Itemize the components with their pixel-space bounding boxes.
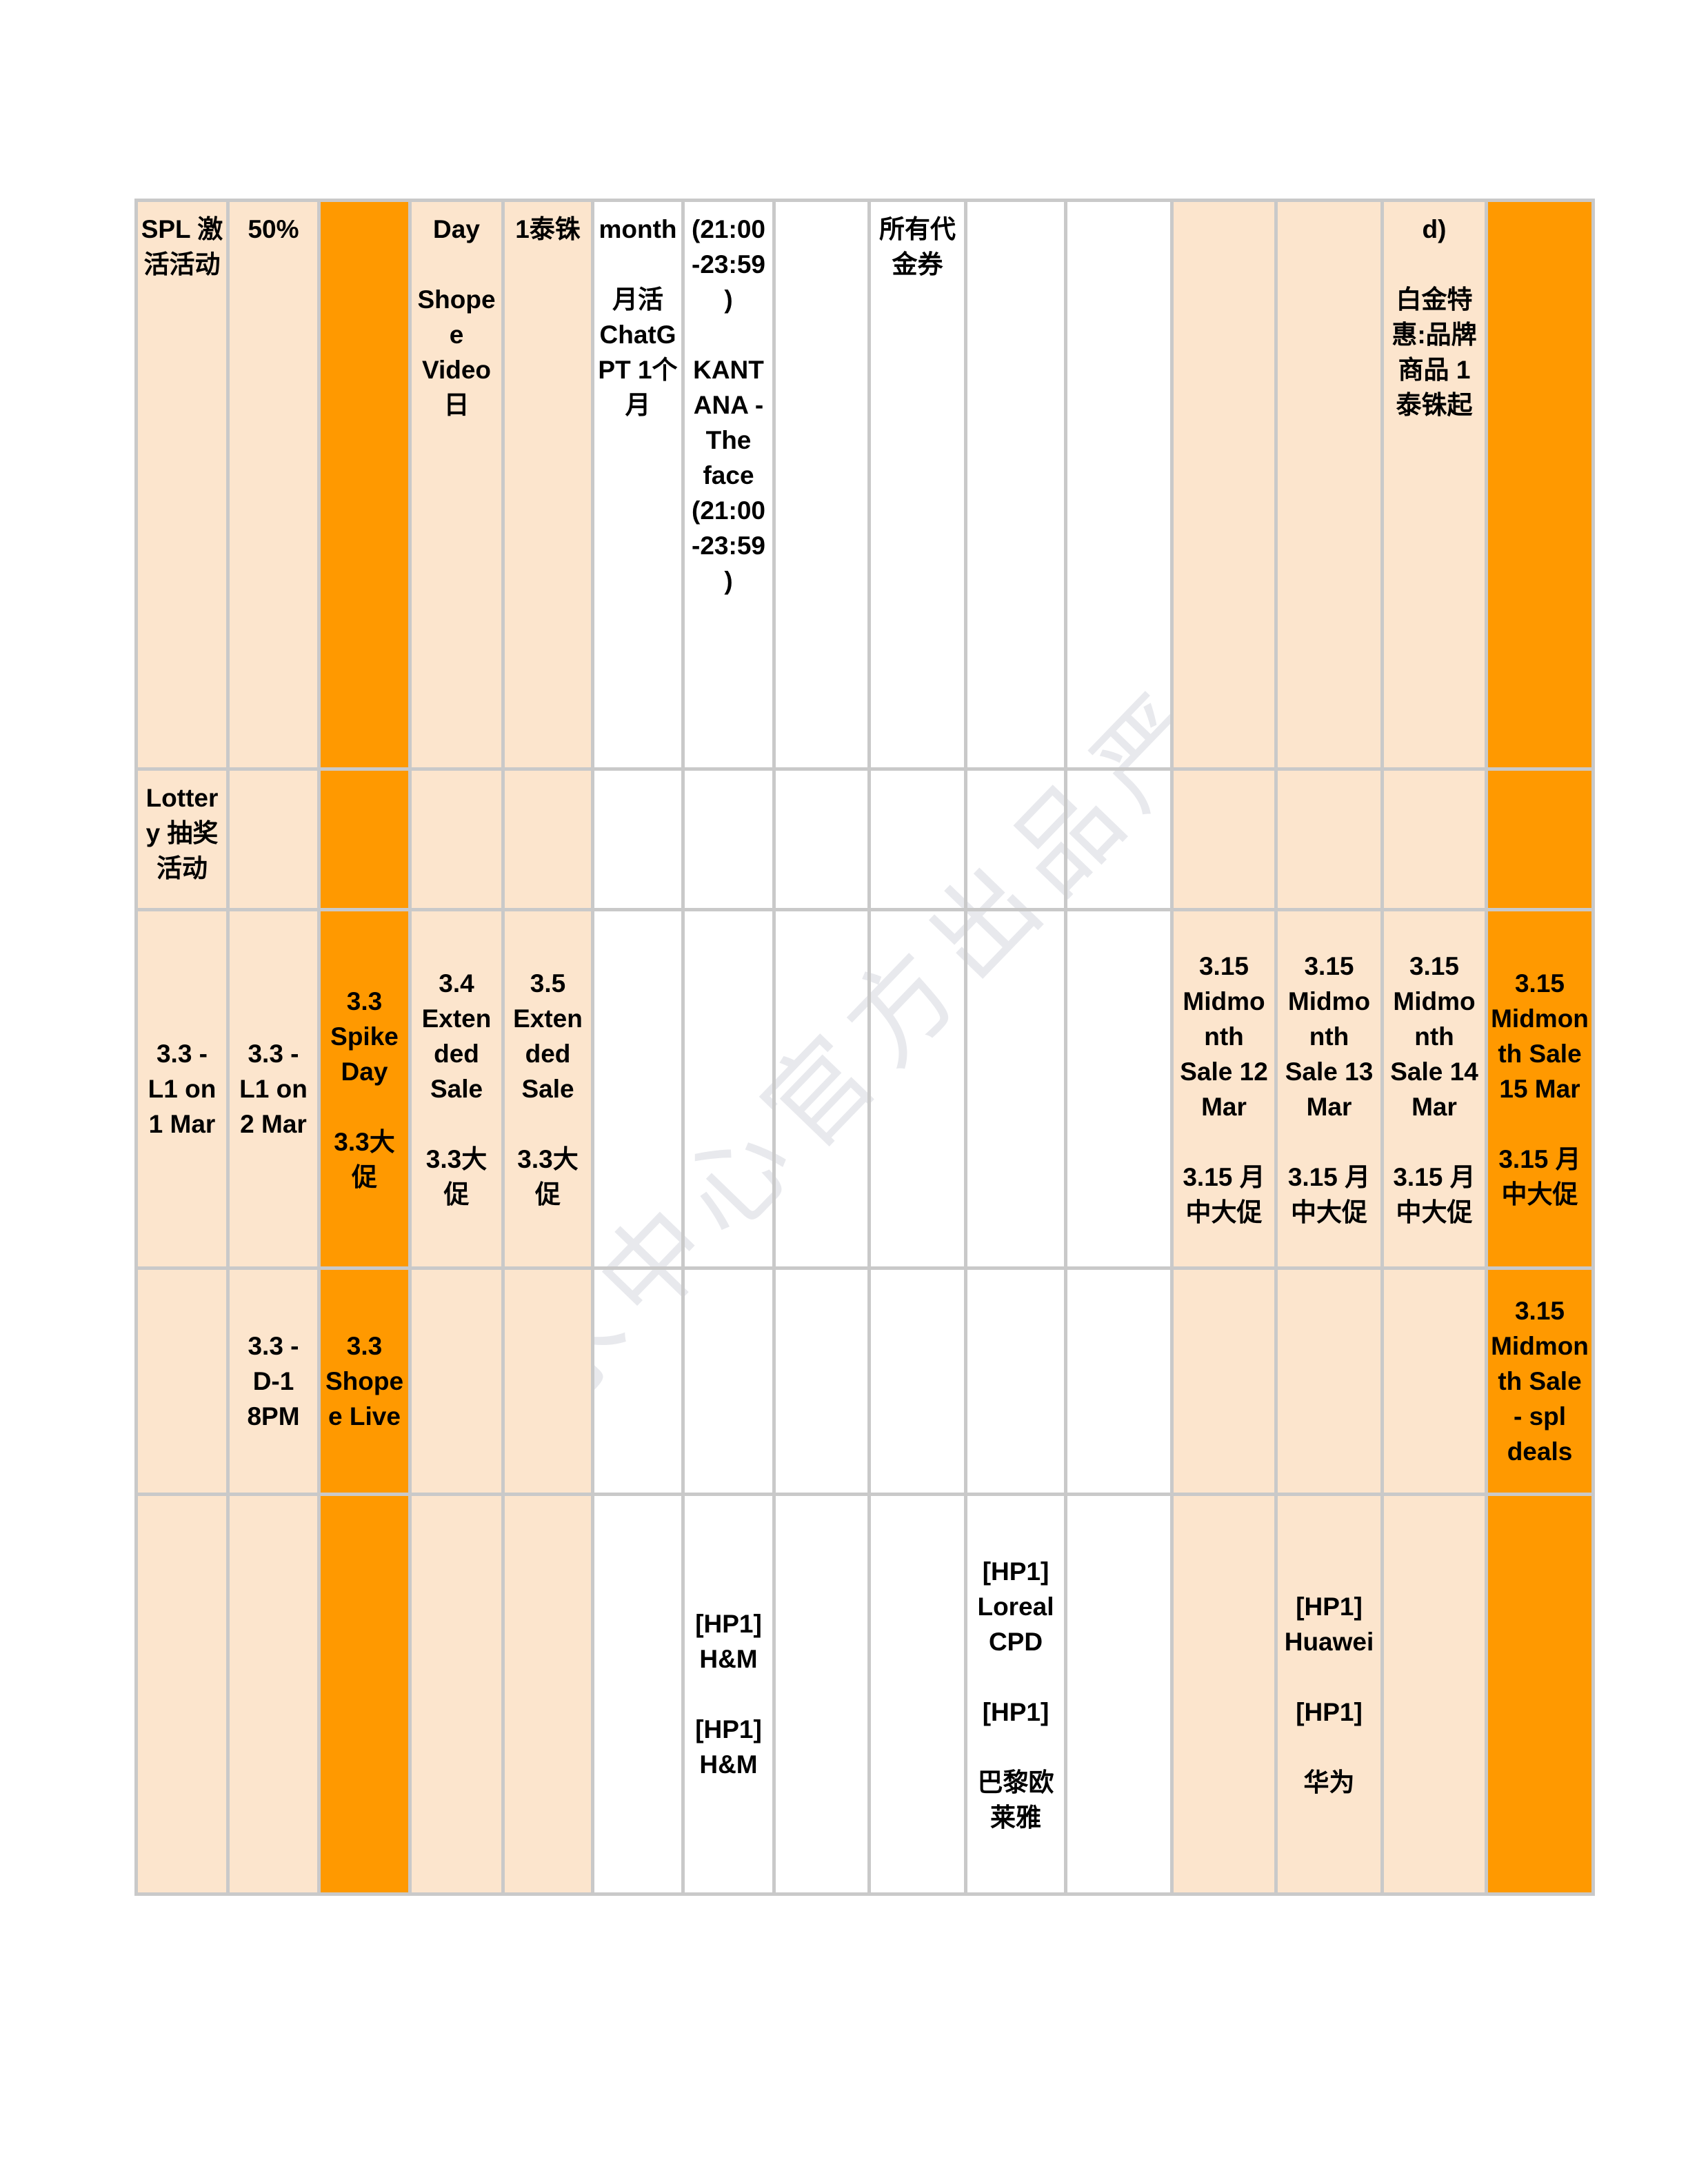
table-row-2: Lottery 抽奖活动 <box>134 767 1595 911</box>
table-cell-r4-c4 <box>408 1266 505 1496</box>
table-cell-r3-c4: 3.4 Extended Sale 3.3大促 <box>408 908 505 1270</box>
table-cell-r3-c8 <box>772 908 871 1270</box>
table-cell-r3-c2: 3.3 - L1 on 2 Mar <box>226 908 321 1270</box>
table-cell-r4-c14 <box>1380 1266 1488 1496</box>
table-cell-r2-c6 <box>591 767 685 911</box>
table-cell-r1-c9: 所有代金券 <box>867 199 967 771</box>
table-body: SPL 激活活动 50% Day Shopee Video 日 1泰铢 month 月活… <box>134 199 1595 1896</box>
table-cell-r5-c2 <box>226 1493 321 1896</box>
table-cell-r4-c11 <box>1064 1266 1174 1496</box>
table-row-3: 3.3 - L1 on 1 Mar 3.3 - L1 on 2 Mar 3.3 Sp… <box>134 908 1595 1270</box>
table-cell-r2-c12 <box>1170 767 1278 911</box>
table-cell-r4-c9 <box>867 1266 967 1496</box>
table-cell-r5-c3 <box>317 1493 412 1896</box>
table-cell-r2-c1: Lottery 抽奖活动 <box>134 767 230 911</box>
table-cell-r1-c12 <box>1170 199 1278 771</box>
table-cell-r5-c13: [HP1] Huawei [HP1] 华为 <box>1274 1493 1384 1896</box>
table-cell-r5-c10: [HP1] Loreal CPD [HP1] 巴黎欧莱雅 <box>964 1493 1067 1896</box>
table-cell-r1-c13 <box>1274 199 1384 771</box>
table-cell-r3-c11 <box>1064 908 1174 1270</box>
table-cell-r5-c14 <box>1380 1493 1488 1896</box>
table-cell-r4-c8 <box>772 1266 871 1496</box>
table-cell-r5-c5 <box>501 1493 594 1896</box>
table-cell-r1-c11 <box>1064 199 1174 771</box>
table-cell-r2-c10 <box>964 767 1067 911</box>
table-cell-r1-c15 <box>1485 199 1595 771</box>
table-cell-r2-c11 <box>1064 767 1174 911</box>
table-cell-r5-c7: [HP1] H&M [HP1] H&M <box>681 1493 776 1896</box>
table-cell-r1-c7: (21:00-23:59 ) KANTANA - The face (21:00… <box>681 199 776 771</box>
table-cell-r1-c8 <box>772 199 871 771</box>
table-cell-r5-c4 <box>408 1493 505 1896</box>
table-cell-r1-c1: SPL 激活活动 <box>134 199 230 771</box>
table-cell-r3-c9 <box>867 908 967 1270</box>
table-cell-r2-c15 <box>1485 767 1595 911</box>
table-cell-r5-c6 <box>591 1493 685 1896</box>
table-cell-r3-c5: 3.5 Extended Sale 3.3大促 <box>501 908 594 1270</box>
table-cell-r5-c1 <box>134 1493 230 1896</box>
table-cell-r2-c5 <box>501 767 594 911</box>
table-cell-r1-c10 <box>964 199 1067 771</box>
table-cell-r4-c5 <box>501 1266 594 1496</box>
table-cell-r4-c10 <box>964 1266 1067 1496</box>
table-cell-r1-c6: month 月活 ChatGPT 1个月 <box>591 199 685 771</box>
table-cell-r3-c3: 3.3 Spike Day 3.3大促 <box>317 908 412 1270</box>
table-cell-r3-c14: 3.15 Midmonth Sale 14 Mar 3.15 月中大促 <box>1380 908 1488 1270</box>
table-cell-r3-c1: 3.3 - L1 on 1 Mar <box>134 908 230 1270</box>
table-cell-r5-c15 <box>1485 1493 1595 1896</box>
table-cell-r2-c4 <box>408 767 505 911</box>
table-cell-r3-c15: 3.15 Midmonth Sale 15 Mar 3.15 月中大促 <box>1485 908 1595 1270</box>
table-cell-r2-c13 <box>1274 767 1384 911</box>
table-cell-r2-c2 <box>226 767 321 911</box>
table-cell-r4-c7 <box>681 1266 776 1496</box>
table-cell-r3-c10 <box>964 908 1067 1270</box>
table-cell-r2-c7 <box>681 767 776 911</box>
table-cell-r1-c2: 50% <box>226 199 321 771</box>
table-cell-r4-c3: 3.3 Shopee Live <box>317 1266 412 1496</box>
table-cell-r4-c2: 3.3 - D-1 8PM <box>226 1266 321 1496</box>
promo-schedule-table: SPL 激活活动 50% Day Shopee Video 日 1泰铢 month 月活… <box>134 199 1595 1896</box>
table-cell-r2-c8 <box>772 767 871 911</box>
table-cell-r5-c11 <box>1064 1493 1174 1896</box>
table-cell-r4-c6 <box>591 1266 685 1496</box>
table-cell-r3-c13: 3.15 Midmonth Sale 13 Mar 3.15 月中大促 <box>1274 908 1384 1270</box>
table-cell-r3-c12: 3.15 Midmonth Sale 12 Mar 3.15 月中大促 <box>1170 908 1278 1270</box>
table-row-4: 3.3 - D-1 8PM 3.3 Shopee Live 3.15 Midmont… <box>134 1266 1595 1496</box>
table-cell-r5-c12 <box>1170 1493 1278 1896</box>
table-cell-r4-c13 <box>1274 1266 1384 1496</box>
table-cell-r2-c3 <box>317 767 412 911</box>
table-cell-r2-c9 <box>867 767 967 911</box>
table-cell-r1-c14: d) 白金特惠:品牌商品 1 泰铢起 <box>1380 199 1488 771</box>
table-row-1: SPL 激活活动 50% Day Shopee Video 日 1泰铢 month 月活… <box>134 199 1595 771</box>
table-cell-r1-c5: 1泰铢 <box>501 199 594 771</box>
table-cell-r1-c4: Day Shopee Video 日 <box>408 199 505 771</box>
table-cell-r3-c7 <box>681 908 776 1270</box>
table-cell-r2-c14 <box>1380 767 1488 911</box>
table-cell-r5-c8 <box>772 1493 871 1896</box>
table-cell-r5-c9 <box>867 1493 967 1896</box>
table-cell-r3-c6 <box>591 908 685 1270</box>
table-cell-r4-c15: 3.15 Midmonth Sale - spl deals <box>1485 1266 1595 1496</box>
table-cell-r4-c12 <box>1170 1266 1278 1496</box>
table-cell-r4-c1 <box>134 1266 230 1496</box>
table-row-5: [HP1] H&M [HP1] H&M [HP1] Loreal CPD [HP1… <box>134 1493 1595 1896</box>
table-cell-r1-c3 <box>317 199 412 771</box>
